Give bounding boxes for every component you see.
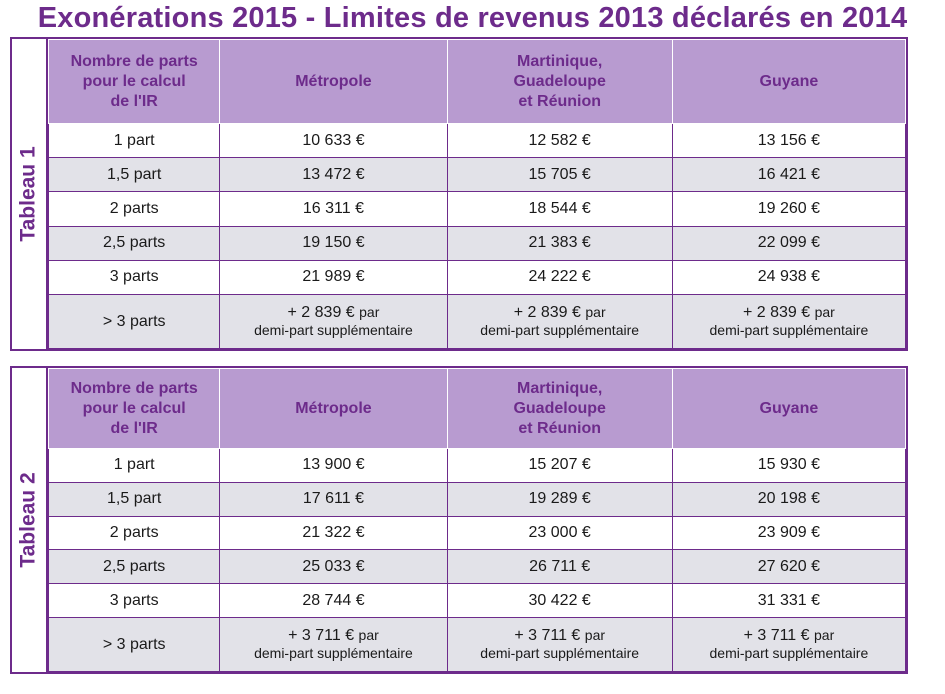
- cell-antilles: 15 207 €: [446, 448, 673, 483]
- cell-antilles: 23 000 €: [446, 515, 673, 551]
- cell-metropole: + 3 711 € par demi-part supplémentaire: [219, 617, 448, 672]
- cell-parts: 2,5 parts: [47, 225, 221, 261]
- table-row: 1,5 part 17 611 € 19 289 € 20 198 €: [47, 481, 907, 517]
- cell-antilles: + 2 839 € par demi-part supplémentaire: [446, 294, 673, 349]
- cell-guyane: 27 620 €: [671, 549, 907, 585]
- header-metropole: Métropole: [219, 368, 448, 449]
- cell-guyane: + 3 711 € par demi-part supplémentaire: [671, 617, 907, 672]
- tableau-2-side: Tableau 2: [12, 368, 48, 672]
- tableau-1: Tableau 1 Nombre de parts pour le calcul…: [10, 37, 908, 351]
- header-parts: Nombre de parts pour le calcul de l'IR: [47, 39, 221, 124]
- cell-metropole: + 2 839 € par demi-part supplémentaire: [219, 294, 448, 349]
- header-guyane: Guyane: [671, 368, 907, 449]
- table-row: > 3 parts + 2 839 € par demi-part supplé…: [47, 294, 907, 349]
- cell-metropole: 13 472 €: [219, 157, 448, 193]
- cell-parts: 1 part: [47, 448, 221, 483]
- cell-parts: 3 parts: [47, 583, 221, 618]
- cell-guyane: 20 198 €: [671, 481, 907, 517]
- cell-parts: > 3 parts: [47, 294, 221, 349]
- tableau-2: Tableau 2 Nombre de parts pour le calcul…: [10, 366, 908, 674]
- table-row: 2 parts 21 322 € 23 000 € 23 909 €: [47, 515, 907, 551]
- cell-antilles: 15 705 €: [446, 157, 673, 193]
- table-row: 1 part 10 633 € 12 582 € 13 156 €: [47, 122, 907, 159]
- cell-guyane: 16 421 €: [671, 157, 907, 193]
- cell-parts: 2,5 parts: [47, 549, 221, 585]
- table-row: 3 parts 28 744 € 30 422 € 31 331 €: [47, 583, 907, 618]
- cell-parts: 1,5 part: [47, 481, 221, 517]
- cell-guyane: 24 938 €: [671, 259, 907, 296]
- tableau-1-label: Tableau 1: [17, 146, 40, 242]
- cell-antilles: + 3 711 € par demi-part supplémentaire: [446, 617, 673, 672]
- cell-parts: 3 parts: [47, 259, 221, 296]
- cell-metropole: 28 744 €: [219, 583, 448, 618]
- table-row: 2,5 parts 19 150 € 21 383 € 22 099 €: [47, 225, 907, 261]
- cell-antilles: 21 383 €: [446, 225, 673, 261]
- table-row: 1 part 13 900 € 15 207 € 15 930 €: [47, 448, 907, 483]
- table-row: 1,5 part 13 472 € 15 705 € 16 421 €: [47, 157, 907, 193]
- header-antilles: Martinique, Guadeloupe et Réunion: [446, 39, 673, 124]
- cell-metropole: 21 322 €: [219, 515, 448, 551]
- table-row: 2 parts 16 311 € 18 544 € 19 260 €: [47, 191, 907, 227]
- tableau-1-side: Tableau 1: [12, 39, 48, 349]
- cell-parts: 1 part: [47, 122, 221, 159]
- cell-metropole: 21 989 €: [219, 259, 448, 296]
- tableau-2-label: Tableau 2: [17, 472, 40, 568]
- table-row: 2,5 parts 25 033 € 26 711 € 27 620 €: [47, 549, 907, 585]
- header-parts: Nombre de parts pour le calcul de l'IR: [47, 368, 221, 449]
- cell-guyane: 31 331 €: [671, 583, 907, 618]
- cell-guyane: 13 156 €: [671, 122, 907, 159]
- cell-antilles: 24 222 €: [446, 259, 673, 296]
- cell-antilles: 19 289 €: [446, 481, 673, 517]
- cell-guyane: + 2 839 € par demi-part supplémentaire: [671, 294, 907, 349]
- cell-antilles: 30 422 €: [446, 583, 673, 618]
- cell-metropole: 13 900 €: [219, 448, 448, 483]
- cell-parts: > 3 parts: [47, 617, 221, 672]
- cell-metropole: 17 611 €: [219, 481, 448, 517]
- cell-metropole: 19 150 €: [219, 225, 448, 261]
- header-guyane: Guyane: [671, 39, 907, 124]
- table-row: 3 parts 21 989 € 24 222 € 24 938 €: [47, 259, 907, 296]
- tableau-1-table: Nombre de parts pour le calcul de l'IR M…: [47, 39, 907, 349]
- cell-metropole: 25 033 €: [219, 549, 448, 585]
- cell-antilles: 26 711 €: [446, 549, 673, 585]
- tableau-2-table: Nombre de parts pour le calcul de l'IR M…: [47, 368, 907, 672]
- header-antilles: Martinique, Guadeloupe et Réunion: [446, 368, 673, 449]
- cell-metropole: 16 311 €: [219, 191, 448, 227]
- cell-metropole: 10 633 €: [219, 122, 448, 159]
- page-title: Exonérations 2015 - Limites de revenus 2…: [37, 2, 908, 34]
- cell-antilles: 18 544 €: [446, 191, 673, 227]
- cell-guyane: 15 930 €: [671, 448, 907, 483]
- cell-guyane: 23 909 €: [671, 515, 907, 551]
- cell-antilles: 12 582 €: [446, 122, 673, 159]
- cell-parts: 2 parts: [47, 191, 221, 227]
- cell-parts: 1,5 part: [47, 157, 221, 193]
- header-metropole: Métropole: [219, 39, 448, 124]
- table-row: > 3 parts + 3 711 € par demi-part supplé…: [47, 617, 907, 672]
- cell-parts: 2 parts: [47, 515, 221, 551]
- cell-guyane: 19 260 €: [671, 191, 907, 227]
- cell-guyane: 22 099 €: [671, 225, 907, 261]
